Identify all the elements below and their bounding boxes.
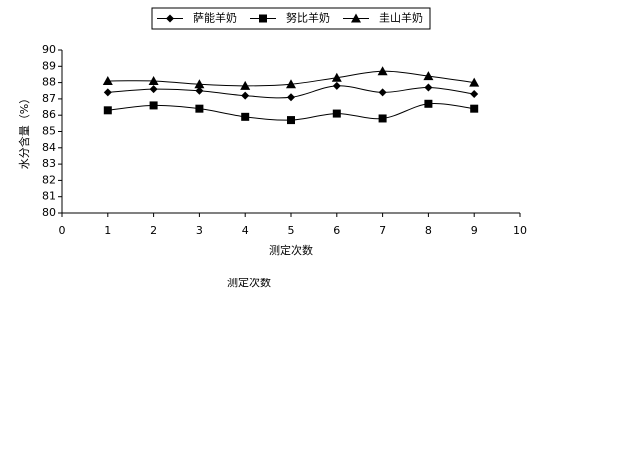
y-tick-label: 88 — [42, 76, 56, 89]
y-tick-label: 85 — [42, 125, 56, 138]
marker — [470, 104, 479, 113]
y-tick-label: 83 — [42, 157, 56, 170]
marker — [195, 104, 204, 113]
marker — [286, 79, 296, 89]
y-tick-label: 87 — [42, 92, 56, 105]
marker — [194, 79, 205, 89]
y-tick-label: 82 — [42, 173, 56, 186]
marker — [103, 106, 112, 115]
x-tick-label: 8 — [425, 224, 432, 237]
marker — [378, 114, 387, 123]
marker — [423, 71, 434, 81]
legend-label: 努比羊奶 — [286, 11, 330, 25]
x-tick-label: 7 — [379, 224, 386, 237]
marker — [424, 99, 433, 108]
marker — [424, 83, 433, 92]
marker — [166, 14, 174, 23]
marker — [240, 80, 251, 90]
legend-label: 圭山羊奶 — [379, 11, 423, 25]
legend-box — [151, 7, 431, 30]
x-tick-label: 10 — [513, 224, 527, 237]
x-tick-label: 6 — [333, 224, 340, 237]
marker — [470, 90, 479, 99]
marker — [103, 88, 112, 97]
marker — [378, 88, 387, 97]
legend-label: 萨能羊奶 — [193, 11, 237, 25]
marker — [195, 86, 204, 95]
marker — [287, 93, 295, 102]
x-tick-label: 4 — [242, 224, 249, 237]
x-tick-label: 0 — [59, 224, 66, 237]
x-axis-label: 测定次数 — [269, 243, 313, 257]
y-tick-label: 81 — [42, 190, 56, 203]
x-tick-label: 1 — [104, 224, 111, 237]
marker — [241, 112, 250, 121]
marker — [332, 109, 341, 118]
y-axis-label: 水分含量（%） — [17, 93, 31, 169]
x-tick-label: 9 — [471, 224, 478, 237]
marker — [149, 101, 158, 110]
marker — [259, 14, 267, 23]
y-tick-label: 89 — [42, 59, 56, 72]
marker — [377, 66, 388, 76]
marker — [241, 91, 250, 100]
marker — [102, 75, 113, 85]
marker — [469, 77, 480, 87]
y-tick-label: 80 — [42, 206, 56, 219]
marker — [351, 13, 361, 23]
marker — [331, 72, 342, 82]
x-tick-label: 3 — [196, 224, 203, 237]
x-tick-label: 2 — [150, 224, 157, 237]
marker — [149, 85, 158, 94]
y-tick-label: 84 — [42, 141, 56, 154]
annotation: 测定次数 — [227, 275, 271, 289]
marker — [287, 116, 295, 125]
marker — [332, 81, 341, 90]
marker — [148, 75, 159, 85]
y-tick-label: 86 — [42, 108, 56, 121]
y-tick-label: 90 — [42, 43, 56, 56]
x-tick-label: 5 — [288, 224, 295, 237]
